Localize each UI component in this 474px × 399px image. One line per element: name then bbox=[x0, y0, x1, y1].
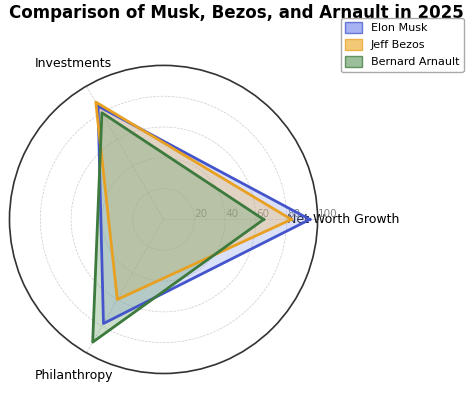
Legend: Elon Musk, Jeff Bezos, Bernard Arnault: Elon Musk, Jeff Bezos, Bernard Arnault bbox=[341, 18, 464, 72]
Text: Comparison of Musk, Bezos, and Arnault in 2025: Comparison of Musk, Bezos, and Arnault i… bbox=[9, 4, 464, 22]
Polygon shape bbox=[96, 102, 292, 300]
Polygon shape bbox=[98, 106, 310, 324]
Polygon shape bbox=[93, 113, 264, 342]
